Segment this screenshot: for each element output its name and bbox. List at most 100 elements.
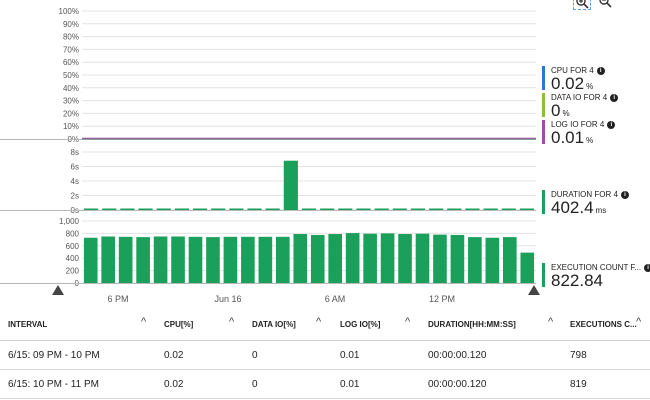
- bar[interactable]: [502, 237, 517, 283]
- bar[interactable]: [101, 236, 116, 284]
- bar[interactable]: [468, 237, 482, 283]
- bar[interactable]: [483, 208, 498, 211]
- bar[interactable]: [374, 208, 389, 211]
- bar[interactable]: [188, 236, 203, 283]
- bar[interactable]: [206, 237, 220, 283]
- y-tick-label: 2s: [71, 192, 79, 201]
- column-header-executions[interactable]: EXECUTIONS C...: [570, 320, 637, 329]
- table-header: INTERVAL ^ CPU[%] ^ DATA IO[%] ^ LOG IO[…: [0, 310, 650, 341]
- bar[interactable]: [120, 208, 135, 211]
- x-tick-label: 6 AM: [325, 294, 346, 304]
- column-header-duration[interactable]: DURATION[HH:MM:SS]: [428, 320, 516, 329]
- legend-unit: ms: [595, 206, 607, 215]
- y-tick-label: 400: [66, 254, 80, 263]
- range-end-handle[interactable]: [528, 285, 540, 295]
- bar[interactable]: [174, 208, 189, 211]
- zoom-in-icon[interactable]: [573, 0, 591, 10]
- bar[interactable]: [192, 208, 208, 211]
- bar[interactable]: [320, 208, 335, 211]
- bar[interactable]: [380, 233, 395, 283]
- info-icon[interactable]: i: [620, 191, 629, 199]
- cell-data-io: 0: [252, 379, 258, 390]
- bar[interactable]: [265, 208, 280, 211]
- y-tick-label: 200: [66, 267, 80, 276]
- info-icon[interactable]: i: [596, 67, 605, 75]
- bar[interactable]: [283, 160, 298, 210]
- bar[interactable]: [156, 208, 171, 211]
- bar[interactable]: [247, 208, 262, 211]
- bar[interactable]: [310, 234, 325, 283]
- bar[interactable]: [258, 236, 273, 283]
- legend-label: CPU FOR 4: [551, 66, 594, 75]
- bar[interactable]: [356, 208, 371, 211]
- column-header-log-io[interactable]: LOG IO[%]: [340, 320, 381, 329]
- bar[interactable]: [345, 233, 360, 283]
- bar[interactable]: [136, 237, 150, 283]
- bar[interactable]: [83, 237, 98, 283]
- cell-duration: 00:00:00.120: [428, 350, 487, 361]
- bar[interactable]: [363, 233, 377, 283]
- sort-caret-icon[interactable]: ^: [316, 316, 322, 328]
- bar[interactable]: [338, 208, 353, 211]
- legend-color-bar: [542, 120, 545, 144]
- bar[interactable]: [410, 208, 426, 211]
- legend-value: 402.4: [551, 198, 594, 217]
- info-icon[interactable]: i: [607, 121, 616, 129]
- bar[interactable]: [83, 208, 99, 211]
- legend-value: 0: [551, 101, 561, 120]
- legend-label: EXECUTION COUNT F...: [551, 263, 642, 272]
- bar[interactable]: [241, 236, 255, 283]
- legend-unit: %: [586, 82, 594, 91]
- y-tick-label: 1,000: [59, 217, 80, 226]
- bar[interactable]: [301, 208, 317, 211]
- bar[interactable]: [392, 208, 407, 211]
- bar[interactable]: [102, 208, 117, 211]
- bar[interactable]: [450, 234, 465, 283]
- bar[interactable]: [485, 237, 500, 283]
- y-tick-label: 4s: [71, 177, 79, 186]
- legend-value: 0.01: [551, 128, 585, 147]
- bar[interactable]: [138, 208, 153, 211]
- cell-interval: 6/15: 10 PM - 11 PM: [8, 379, 99, 390]
- y-tick-label: 90%: [63, 20, 79, 29]
- column-header-cpu[interactable]: CPU[%]: [164, 320, 194, 329]
- bar[interactable]: [501, 208, 516, 211]
- bar[interactable]: [520, 252, 535, 283]
- table-row[interactable]: 6/15: 10 PM - 11 PM 0.02 0 0.01 00:00:00…: [0, 370, 650, 399]
- bar[interactable]: [293, 234, 308, 283]
- y-tick-label: 60%: [63, 58, 79, 67]
- info-icon[interactable]: i: [644, 264, 650, 272]
- sort-caret-icon[interactable]: ^: [548, 316, 554, 328]
- range-start-handle[interactable]: [52, 285, 64, 295]
- sort-caret-icon[interactable]: ^: [141, 316, 147, 328]
- bar[interactable]: [171, 236, 185, 284]
- zoom-out-icon[interactable]: [597, 0, 613, 8]
- y-tick-label: 10%: [63, 122, 79, 131]
- bar[interactable]: [465, 208, 480, 211]
- bar[interactable]: [519, 208, 535, 211]
- y-tick-label: 40%: [63, 84, 79, 93]
- bar[interactable]: [415, 233, 430, 283]
- bar[interactable]: [118, 236, 133, 283]
- bar[interactable]: [223, 236, 238, 283]
- table-row[interactable]: 6/15: 09 PM - 10 PM 0.02 0 0.01 00:00:00…: [0, 341, 650, 370]
- bar[interactable]: [433, 234, 447, 283]
- y-tick-label: 100%: [59, 7, 79, 16]
- column-header-data-io[interactable]: DATA IO[%]: [252, 320, 296, 329]
- sort-caret-icon[interactable]: ^: [229, 316, 235, 328]
- cell-data-io: 0: [252, 350, 258, 361]
- sort-caret-icon[interactable]: ^: [636, 316, 642, 328]
- info-icon[interactable]: i: [610, 94, 619, 102]
- bar[interactable]: [153, 236, 168, 284]
- bar[interactable]: [398, 234, 412, 283]
- column-header-interval[interactable]: INTERVAL: [8, 320, 48, 329]
- bar[interactable]: [328, 234, 343, 283]
- bar[interactable]: [275, 236, 290, 283]
- y-tick-label: 30%: [63, 97, 79, 106]
- legend-value: 0.02: [551, 74, 585, 93]
- bar[interactable]: [447, 208, 462, 211]
- sort-caret-icon[interactable]: ^: [405, 316, 411, 328]
- bar[interactable]: [429, 208, 444, 211]
- bar[interactable]: [229, 208, 244, 211]
- bar[interactable]: [211, 208, 226, 211]
